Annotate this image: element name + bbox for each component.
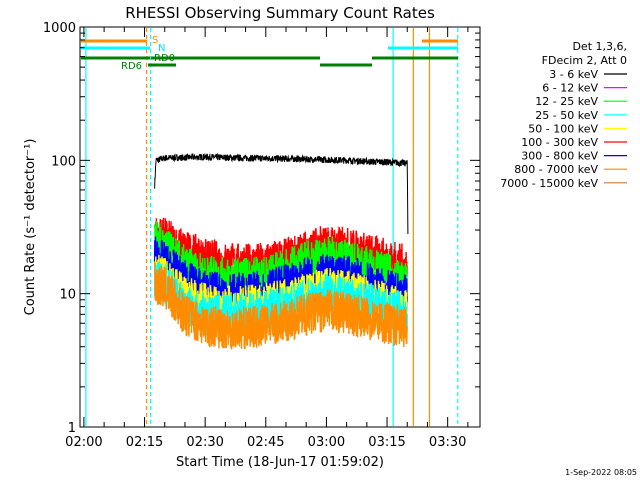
flag-label-n: N xyxy=(158,43,165,54)
legend-label: 800 - 7000 keV xyxy=(514,163,598,176)
x-axis-label: Start Time (18-Jun-17 01:59:02) xyxy=(176,455,384,470)
y-axis: 1 10 100 1000 xyxy=(43,21,480,436)
y-axis-label: Count Rate (s⁻¹ detector⁻¹) xyxy=(23,139,38,316)
x-tick-label: 03:30 xyxy=(429,435,466,450)
series-line-3-6keV xyxy=(154,152,409,235)
x-tick-label: 02:45 xyxy=(247,435,284,450)
mode-flags: S N RD0 RD6 xyxy=(81,35,458,72)
x-tick-label: 02:00 xyxy=(65,435,102,450)
x-tick-label: 03:00 xyxy=(308,435,345,450)
x-tick-label: 03:15 xyxy=(368,435,405,450)
x-tick-label: 02:15 xyxy=(126,435,163,450)
chart-title: RHESSI Observing Summary Count Rates xyxy=(125,4,435,22)
y-tick-label: 10 xyxy=(59,288,76,303)
flag-label-s: S xyxy=(152,35,158,46)
legend-label: 300 - 800 keV xyxy=(521,150,598,163)
plot-frame xyxy=(79,26,481,428)
legend-label: 12 - 25 keV xyxy=(535,95,598,108)
legend-label: 50 - 100 keV xyxy=(528,122,598,135)
legend-label: 25 - 50 keV xyxy=(535,109,598,122)
timestamp: 1-Sep-2022 08:05 xyxy=(565,468,637,477)
legend-label: 100 - 300 keV xyxy=(521,136,598,149)
legend-label: 7000 - 15000 keV xyxy=(500,177,598,190)
y-tick-label: 1 xyxy=(68,421,76,436)
legend-label: 6 - 12 keV xyxy=(542,82,598,95)
legend-label: 3 - 6 keV xyxy=(549,68,598,81)
x-tick-label: 02:30 xyxy=(186,435,223,450)
flag-label-rd0: RD0 xyxy=(154,53,175,64)
y-tick-label: 100 xyxy=(51,154,76,169)
x-axis: 02:00 02:15 02:30 02:45 03:00 03:15 03:30 xyxy=(65,27,469,450)
series-line-800-7000keV xyxy=(153,261,408,350)
legend-header: FDecim 2, Att 0 xyxy=(542,54,627,67)
legend-header: Det 1,3,6, xyxy=(572,40,627,53)
series-group xyxy=(153,152,409,350)
flag-label-rd6: RD6 xyxy=(121,61,142,72)
reference-lines xyxy=(85,28,459,426)
y-tick-label: 1000 xyxy=(43,21,76,36)
